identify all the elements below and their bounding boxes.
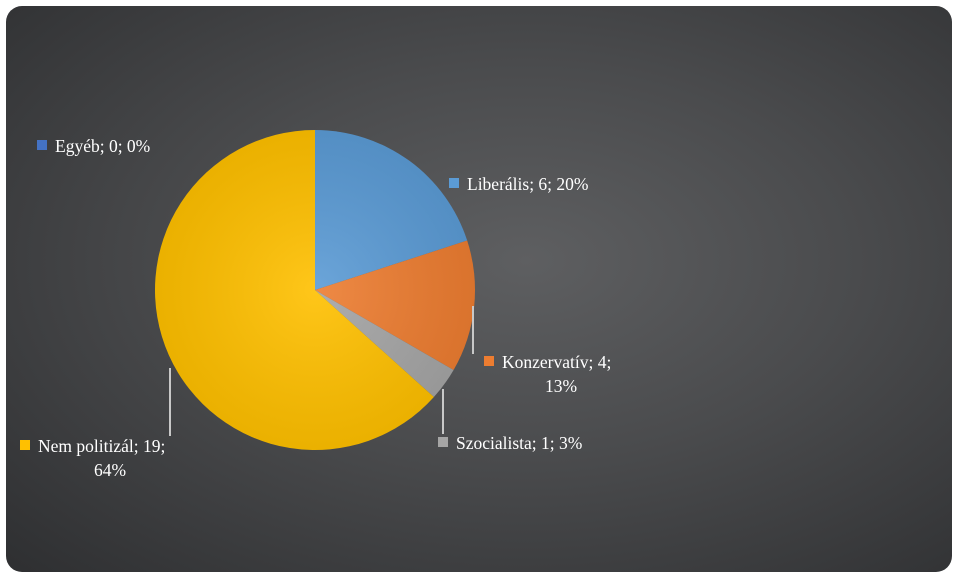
data-label-nem-politizal: Nem politizál; 19; — [38, 436, 165, 456]
data-label-konzervativ-percent: 13% — [545, 376, 577, 396]
data-label-szocialista: Szocialista; 1; 3% — [456, 433, 582, 453]
label-marker-konzervativ — [484, 356, 494, 366]
data-label-egyeb: Egyéb; 0; 0% — [55, 136, 150, 156]
label-marker-egyeb — [37, 140, 47, 150]
chart-panel: Egyéb; 0; 0% Liberális; 6; 20% Konzervat… — [6, 6, 952, 572]
label-marker-nem-politizal — [20, 440, 30, 450]
label-marker-liberalis — [449, 178, 459, 188]
pie-chart: Egyéb; 0; 0% Liberális; 6; 20% Konzervat… — [20, 130, 611, 480]
data-label-nem-politizal-percent: 64% — [94, 460, 126, 480]
pie-shading — [155, 130, 475, 450]
data-label-liberalis: Liberális; 6; 20% — [467, 174, 589, 194]
label-marker-szocialista — [438, 437, 448, 447]
data-label-konzervativ: Konzervatív; 4; — [502, 352, 611, 372]
